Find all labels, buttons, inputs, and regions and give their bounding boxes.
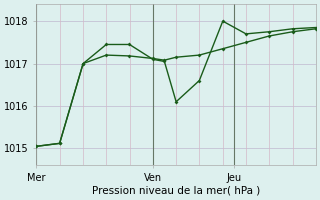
X-axis label: Pression niveau de la mer( hPa ): Pression niveau de la mer( hPa ) [92,186,260,196]
